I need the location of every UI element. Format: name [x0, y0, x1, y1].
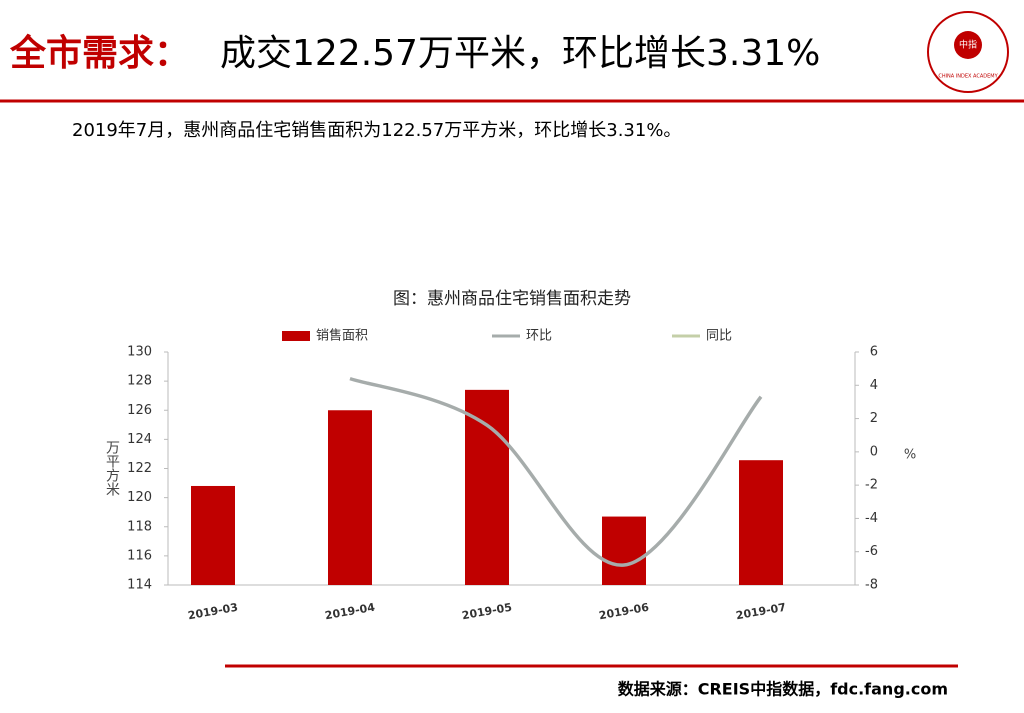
y-tick-label: 126 [127, 403, 152, 418]
bar [328, 410, 372, 585]
source: 数据来源：CREIS中指数据，fdc.fang.com [618, 680, 948, 699]
bar [465, 389, 509, 585]
bar [602, 516, 646, 585]
x-tick-label: 2019-07 [735, 601, 787, 623]
legend-label: 环比 [526, 329, 552, 344]
line [349, 376, 763, 567]
y2-tick-label: -6 [865, 544, 878, 559]
x-tick-label: 2019-03 [187, 601, 239, 623]
y2-tick-label: -2 [865, 478, 878, 493]
legend-swatch [282, 331, 310, 341]
legend-label: 同比 [706, 329, 732, 344]
y-tick-label: 116 [127, 548, 152, 563]
bar [739, 460, 783, 585]
y2-tick-label: -4 [865, 511, 878, 526]
y-axis-label: 万平方米 [104, 440, 120, 496]
title-main: 成交122.57万平米，环比增长3.31% [220, 33, 820, 74]
logo-ring [927, 11, 1009, 93]
logo-caption: CHINA INDEX ACADEMY [938, 74, 998, 80]
y-tick-label: 124 [127, 432, 152, 447]
y2-tick-label: 2 [870, 411, 878, 426]
subtitle: 2019年7月，惠州商品住宅销售面积为122.57万平方米，环比增长3.31%。 [72, 120, 681, 141]
y2-tick-label: 4 [870, 378, 878, 393]
y2-tick-label: 6 [870, 345, 878, 360]
y-tick-label: 118 [127, 519, 152, 534]
y2-tick-label: 0 [870, 444, 878, 459]
legend-label: 销售面积 [316, 328, 368, 344]
x-tick-label: 2019-06 [598, 601, 650, 623]
y-tick-label: 130 [127, 345, 152, 360]
x-tick-label: 2019-05 [461, 601, 513, 623]
x-tick-label: 2019-04 [324, 601, 376, 623]
title-prefix: 全市需求： [9, 32, 190, 74]
y2-tick-label: -8 [865, 578, 878, 593]
bar [191, 485, 235, 585]
logo-core [954, 31, 982, 59]
y2-axis-label: % [904, 448, 916, 463]
y-tick-label: 114 [127, 578, 152, 593]
y-tick-label: 122 [127, 461, 152, 476]
y-tick-label: 120 [127, 490, 152, 505]
y-tick-label: 128 [127, 374, 152, 389]
logo-text: 中指 [959, 39, 977, 51]
chart-title: 图：惠州商品住宅销售面积走势 [393, 289, 631, 309]
